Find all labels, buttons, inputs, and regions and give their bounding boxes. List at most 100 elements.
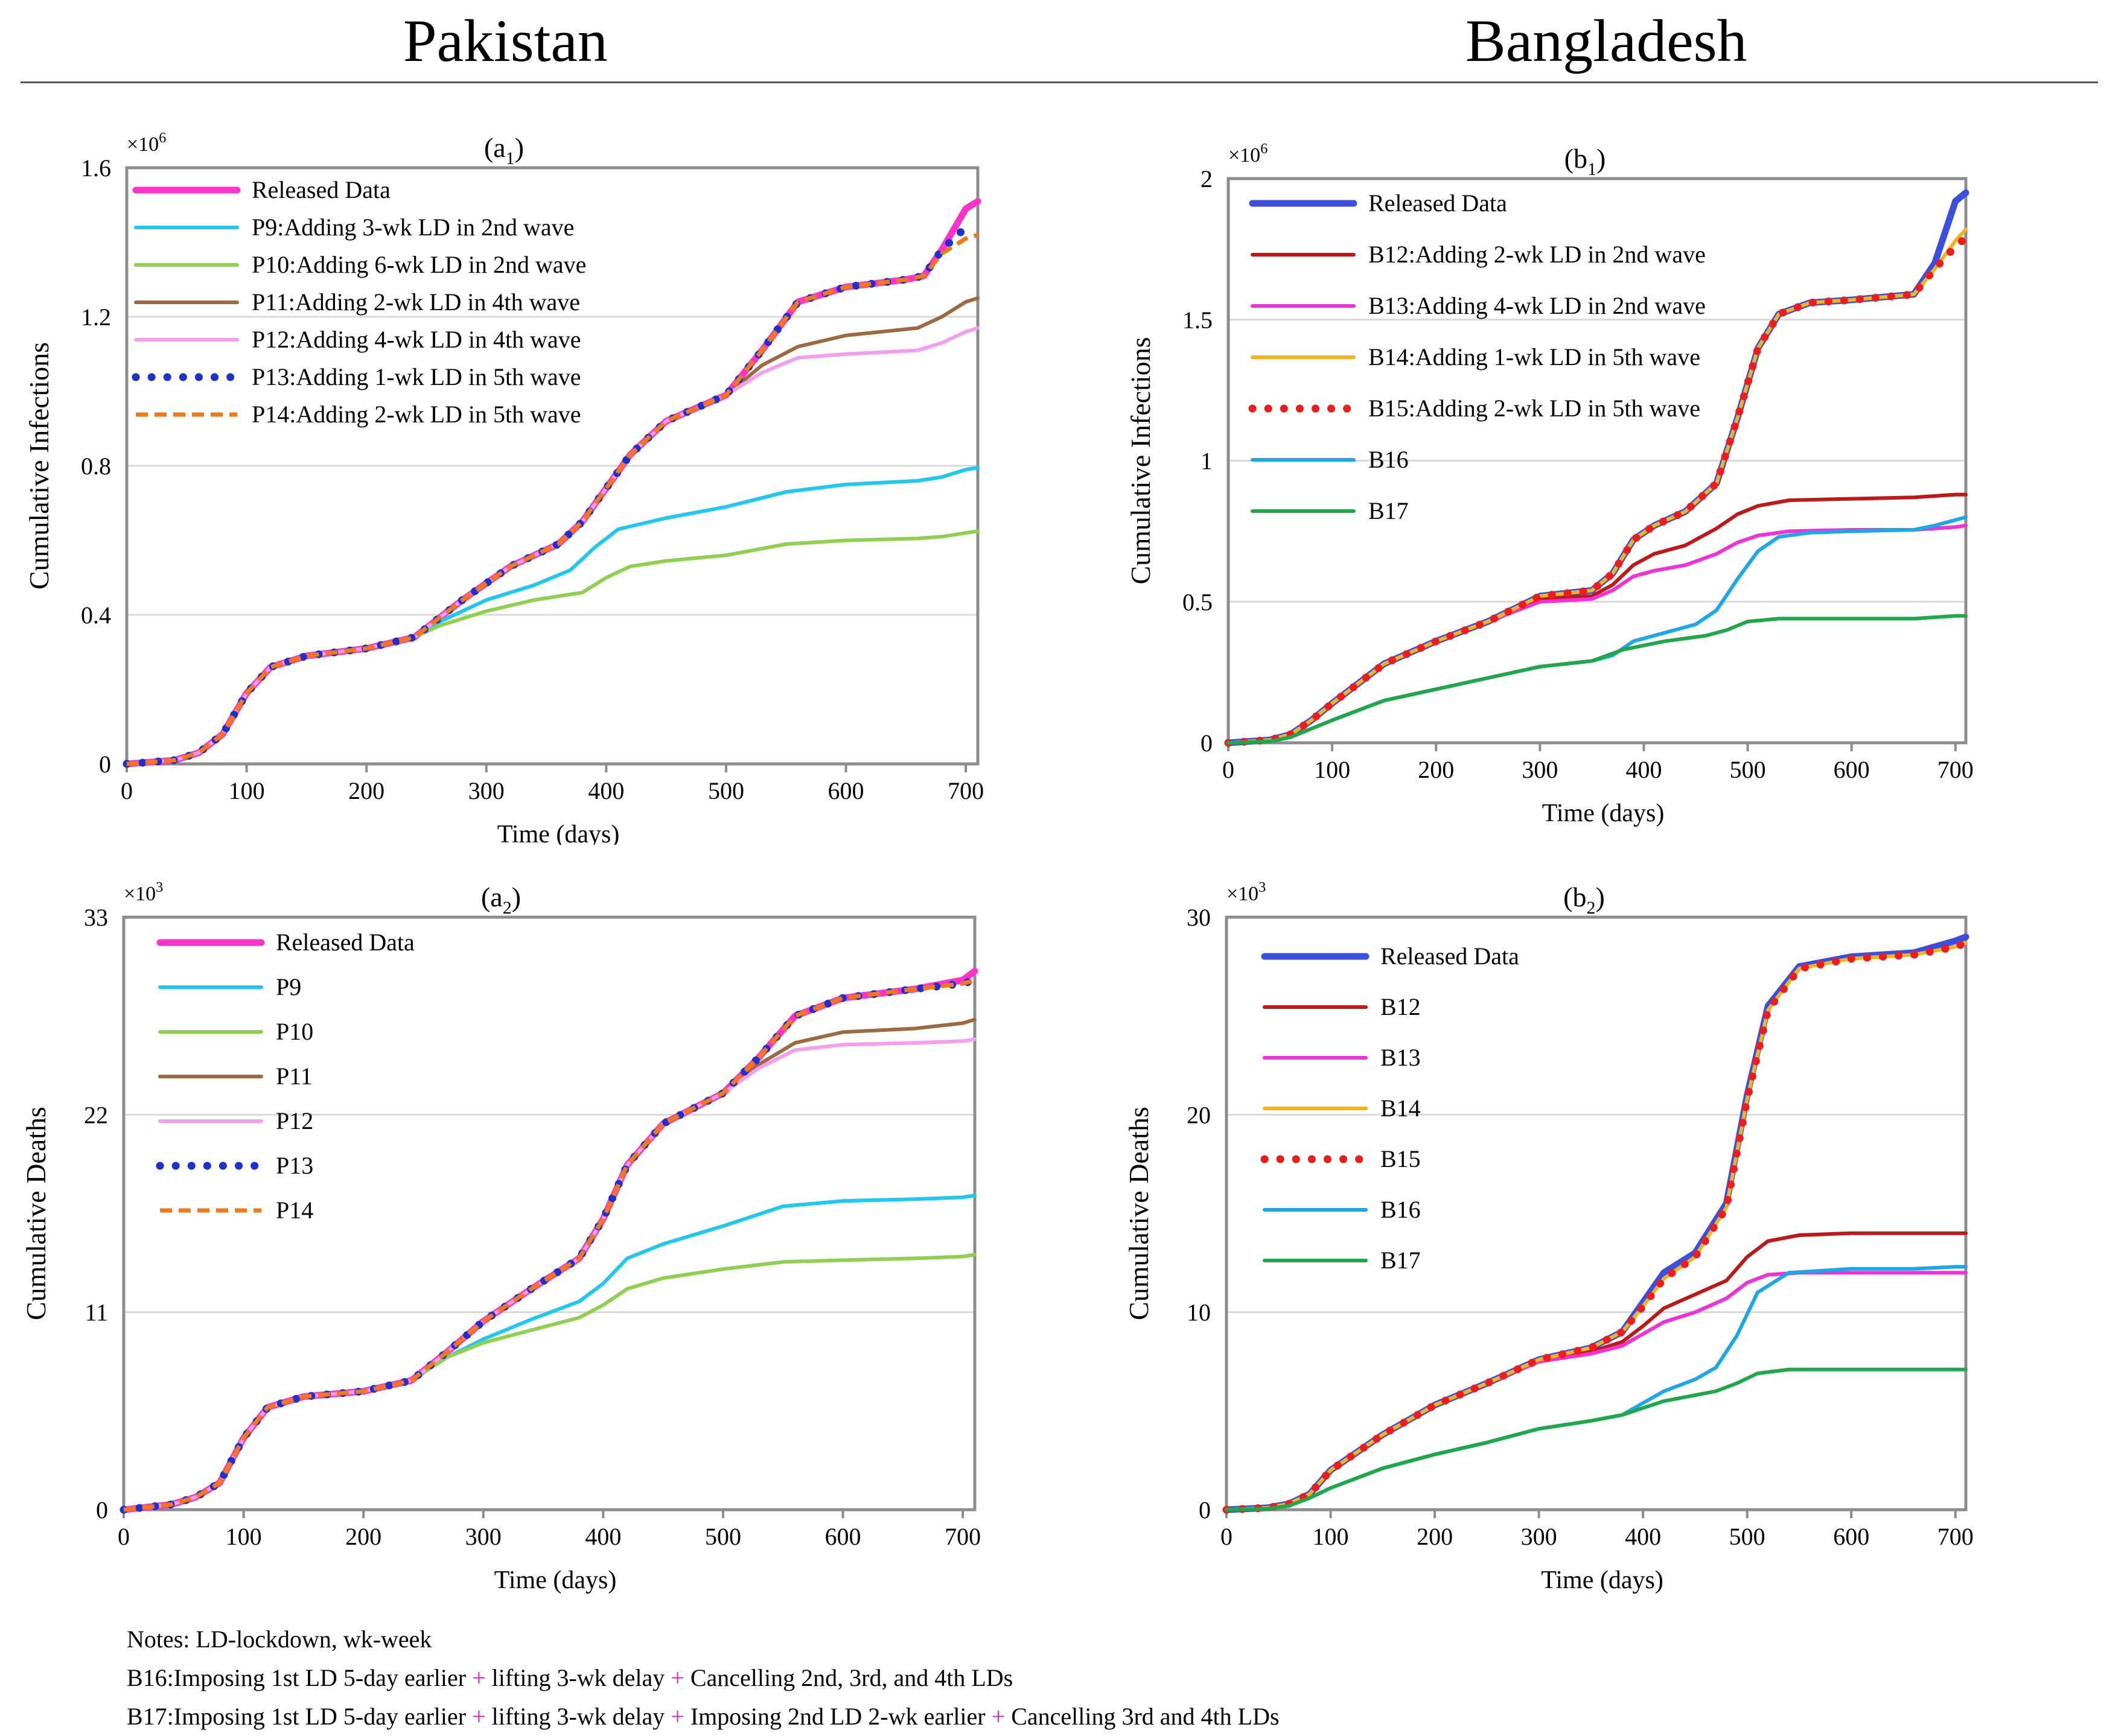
line2_parts-part-0: B16:Imposing 1st LD 5-day earlier xyxy=(127,1664,473,1691)
x-tick-label: 0 xyxy=(118,1523,130,1550)
legend-label: B12 xyxy=(1380,993,1421,1020)
y-tick-label: 1.6 xyxy=(81,154,111,182)
plot-area xyxy=(1226,917,1966,1510)
axis-multiplier: ×103 xyxy=(124,880,163,905)
y-tick-label: 0 xyxy=(1201,730,1213,757)
line3_parts-part-6: Cancelling 3rd and 4th LDs xyxy=(1005,1703,1280,1730)
legend-label: B14 xyxy=(1380,1095,1421,1122)
line3_parts-part-3: + xyxy=(671,1703,684,1730)
y-tick-label: 30 xyxy=(1187,904,1211,931)
x-tick-label: 700 xyxy=(1937,756,1974,783)
legend-label: P10 xyxy=(276,1018,313,1045)
series-line-p14 xyxy=(123,978,975,1512)
y-tick-label: 1 xyxy=(1201,448,1213,475)
legend-label: P12 xyxy=(276,1107,313,1134)
legend-label: P9:Adding 3-wk LD in 2nd wave xyxy=(252,214,574,241)
x-axis-label: Time (days) xyxy=(494,1566,617,1594)
legend-label: Released Data xyxy=(1368,189,1507,217)
series-line-p13 xyxy=(123,223,970,768)
y-tick-label: 0.5 xyxy=(1182,588,1213,615)
legend-label: B13 xyxy=(1380,1044,1421,1071)
notes: Notes: LD-lockdown, wk-week B16:Imposing… xyxy=(127,1620,1280,1736)
x-tick-label: 300 xyxy=(1522,756,1558,783)
panel-label: (b1) xyxy=(1564,143,1606,179)
x-tick-label: 600 xyxy=(1834,756,1870,783)
panel-label: (a1) xyxy=(484,132,524,168)
chart-b1-bangladesh-infections: 0 0.5 1 1.5 2 0 100 200 300 400 500 600 700 Time (day… xyxy=(1125,141,1974,827)
x-tick-label: 500 xyxy=(1729,1523,1765,1550)
x-tick-label: 200 xyxy=(345,1523,381,1550)
x-tick-label: 0 xyxy=(121,777,133,804)
legend-label: P11 xyxy=(276,1063,313,1090)
legend-label: P11:Adding 2-wk LD in 4th wave xyxy=(252,288,580,316)
x-tick-label: 200 xyxy=(1418,756,1454,783)
x-tick-label: 100 xyxy=(1313,1523,1349,1550)
plot-border xyxy=(1225,915,1968,1512)
x-tick-label: 0 xyxy=(1222,756,1234,783)
y-tick-label: 33 xyxy=(84,904,108,931)
line3_parts-part-1: + xyxy=(472,1703,486,1730)
line3_parts-part-5: + xyxy=(991,1703,1006,1730)
legend-label: P9 xyxy=(276,973,301,1000)
series-line-b17 xyxy=(1225,1367,1968,1512)
x-tick-label: 600 xyxy=(1833,1523,1869,1550)
legend-label: B13:Adding 4-wk LD in 2nd wave xyxy=(1368,292,1706,319)
plot-area xyxy=(124,917,975,1510)
legend-label: B17 xyxy=(1380,1247,1421,1274)
note-abbreviations: Notes: LD-lockdown, wk-week xyxy=(127,1626,432,1653)
header-bangladesh: Bangladesh xyxy=(1465,7,1747,74)
x-tick-label: 700 xyxy=(945,1523,981,1550)
y-tick-label: 22 xyxy=(84,1101,108,1128)
y-tick-label: 11 xyxy=(85,1299,108,1326)
chart-a1-pakistan-infections: 0 0.4 0.8 1.2 1.6 0 100 200 300 400 500 600 700 Time … xyxy=(24,130,984,845)
note-b16: B16:Imposing 1st LD 5-day earlier + lift… xyxy=(127,1659,1280,1697)
y-tick-label: 0.8 xyxy=(81,453,111,480)
x-tick-label: 200 xyxy=(348,777,384,804)
chart-a2-pakistan-deaths: 0 11 22 33 0 100 200 300 400 500 600 700 Time (days)… xyxy=(21,880,981,1594)
line2_parts-part-3: + xyxy=(671,1664,684,1691)
panel-label: (b2) xyxy=(1563,882,1605,918)
x-axis-label: Time (days) xyxy=(497,821,620,845)
legend-label: P14:Adding 2-wk LD in 5th wave xyxy=(252,401,581,428)
x-axis-label: Time (days) xyxy=(1542,800,1665,827)
x-tick-label: 500 xyxy=(708,777,744,804)
header-pakistan: Pakistan xyxy=(403,7,608,74)
line2_parts-part-4: Cancelling 2nd, 3rd, and 4th LDs xyxy=(684,1664,1013,1691)
legend-label: P13:Adding 1-wk LD in 5th wave xyxy=(252,363,581,390)
legend-label: B14:Adding 1-wk LD in 5th wave xyxy=(1368,343,1700,370)
x-tick-label: 400 xyxy=(588,777,624,804)
y-tick-label: 0 xyxy=(99,751,111,778)
series-line-b15 xyxy=(1222,939,1970,1514)
legend-label: B16 xyxy=(1368,446,1409,473)
legend-label: P10:Adding 6-wk LD in 2nd wave xyxy=(252,251,586,278)
line3_parts-part-0: B17:Imposing 1st LD 5-day earlier xyxy=(127,1703,473,1730)
legend-label: B15 xyxy=(1380,1145,1421,1172)
y-tick-label: 0 xyxy=(1199,1496,1211,1524)
y-tick-label: 0.4 xyxy=(81,602,111,629)
x-tick-label: 300 xyxy=(468,777,505,804)
note-b17: B17:Imposing 1st LD 5-day earlier + lift… xyxy=(127,1697,1280,1736)
legend-label: B12:Adding 2-wk LD in 2nd wave xyxy=(1368,241,1706,268)
x-tick-label: 100 xyxy=(229,777,265,804)
axis-multiplier: ×103 xyxy=(1226,880,1266,905)
y-tick-label: 2 xyxy=(1201,165,1213,192)
series-line-p14 xyxy=(126,232,979,766)
x-tick-label: 300 xyxy=(1521,1523,1557,1550)
x-tick-label: 500 xyxy=(1730,756,1766,783)
x-tick-label: 500 xyxy=(705,1523,741,1550)
x-tick-label: 600 xyxy=(825,1523,861,1550)
x-tick-label: 700 xyxy=(1937,1523,1974,1550)
y-tick-label: 0 xyxy=(96,1496,108,1524)
x-tick-label: 600 xyxy=(828,777,864,804)
legend-label: B17 xyxy=(1368,497,1409,524)
x-tick-label: 400 xyxy=(1625,756,1662,783)
plot-border xyxy=(125,166,980,766)
line3_parts-part-2: lifting 3-wk delay xyxy=(485,1703,671,1730)
legend-label: B16 xyxy=(1380,1196,1421,1223)
panel-label: (a2) xyxy=(481,882,521,918)
x-tick-label: 100 xyxy=(1314,756,1350,783)
y-axis-label: Cumulative Deaths xyxy=(1123,1107,1154,1320)
x-tick-label: 100 xyxy=(226,1523,262,1550)
legend-label: B15:Adding 2-wk LD in 5th wave xyxy=(1368,395,1700,422)
